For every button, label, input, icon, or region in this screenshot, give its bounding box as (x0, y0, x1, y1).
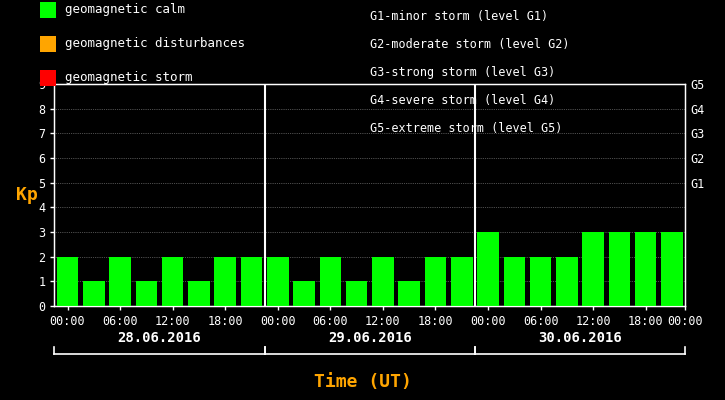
Bar (477, 232, 499, 306)
Bar (162, 257, 183, 306)
Text: geomagnetic disturbances: geomagnetic disturbances (65, 38, 244, 50)
Bar (241, 257, 262, 306)
Bar (425, 257, 446, 306)
Bar (582, 232, 604, 306)
Text: 28.06.2016: 28.06.2016 (117, 331, 202, 345)
Bar (136, 281, 157, 306)
Bar (372, 257, 394, 306)
Bar (530, 257, 551, 306)
Text: geomagnetic storm: geomagnetic storm (65, 72, 192, 84)
Bar (399, 281, 420, 306)
Text: 30.06.2016: 30.06.2016 (538, 331, 622, 345)
Bar (609, 232, 630, 306)
Y-axis label: Kp: Kp (16, 186, 38, 204)
Text: G4-severe storm (level G4): G4-severe storm (level G4) (370, 94, 555, 107)
Text: G5-extreme storm (level G5): G5-extreme storm (level G5) (370, 122, 562, 135)
Bar (346, 281, 368, 306)
Text: geomagnetic calm: geomagnetic calm (65, 4, 185, 16)
Bar (635, 232, 656, 306)
Text: G1-minor storm (level G1): G1-minor storm (level G1) (370, 10, 548, 23)
Text: 29.06.2016: 29.06.2016 (328, 331, 412, 345)
Bar (661, 232, 683, 306)
Bar (109, 257, 130, 306)
Text: G2-moderate storm (level G2): G2-moderate storm (level G2) (370, 38, 569, 51)
Bar (57, 257, 78, 306)
Bar (83, 281, 104, 306)
Bar (294, 281, 315, 306)
Bar (320, 257, 341, 306)
Bar (504, 257, 525, 306)
Bar (267, 257, 289, 306)
Bar (215, 257, 236, 306)
Bar (188, 281, 210, 306)
Bar (556, 257, 578, 306)
Text: Time (UT): Time (UT) (313, 373, 412, 391)
Text: G3-strong storm (level G3): G3-strong storm (level G3) (370, 66, 555, 79)
Bar (451, 257, 473, 306)
